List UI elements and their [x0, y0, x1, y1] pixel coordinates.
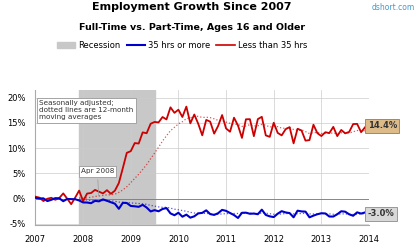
- Bar: [79, 90, 155, 225]
- Text: dshort.com: dshort.com: [372, 2, 415, 12]
- Text: Seasonally adjusted;
dotted lines are 12-month
moving averages: Seasonally adjusted; dotted lines are 12…: [39, 100, 133, 120]
- Text: -3.0%: -3.0%: [368, 210, 394, 218]
- Text: 14.4%: 14.4%: [368, 122, 397, 130]
- Text: Apr 2008: Apr 2008: [81, 168, 114, 196]
- Text: Employment Growth Since 2007: Employment Growth Since 2007: [92, 2, 291, 12]
- Legend: Recession, 35 hrs or more, Less than 35 hrs: Recession, 35 hrs or more, Less than 35 …: [54, 38, 311, 53]
- Text: Full-Time vs. Part-Time, Ages 16 and Older: Full-Time vs. Part-Time, Ages 16 and Old…: [79, 22, 305, 32]
